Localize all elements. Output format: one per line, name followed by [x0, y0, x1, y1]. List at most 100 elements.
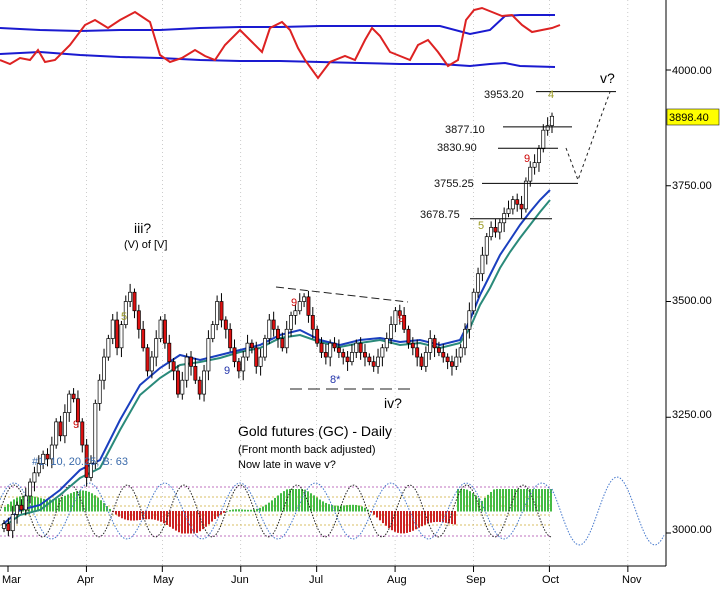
wave-label-iv: iv?	[384, 395, 402, 411]
candle-body	[158, 319, 163, 339]
cycle-hist-bar	[406, 511, 408, 533]
cycle-hist-bar	[517, 489, 519, 512]
cycle-hist-bar	[97, 497, 99, 512]
candle-body	[149, 356, 154, 372]
candle-body	[476, 273, 481, 293]
cycle-hist-bar	[235, 509, 237, 512]
y-tick-label-3250: 3250.00	[672, 409, 712, 421]
candle-body	[10, 514, 15, 532]
cycle-hist-bar	[361, 506, 363, 512]
cycle-hist-bar	[367, 509, 369, 512]
cycle-hist-bar	[259, 507, 261, 512]
count-5-september: 5	[478, 220, 484, 232]
cycle-hist-bar	[244, 509, 246, 512]
candle-body	[371, 361, 376, 367]
cycle-hist-bar	[175, 511, 177, 531]
cycle-hist-bar	[217, 511, 219, 517]
cycle-projection	[551, 476, 665, 546]
candle-body	[162, 319, 167, 344]
cycle-hist-bar	[52, 499, 54, 512]
cycle-hist-bar	[319, 499, 321, 512]
oscillator-lower-band	[0, 50, 556, 68]
cycle-hist-bar	[523, 489, 525, 512]
cycle-hist-bar	[385, 511, 387, 526]
candle-body	[410, 342, 415, 349]
cycle-hist-bar	[352, 504, 354, 512]
candle-body	[45, 453, 50, 460]
cycle-hist-bar	[292, 489, 294, 512]
y-tick-label-3750: 3750.00	[672, 180, 712, 192]
cycle-hist-bar	[538, 489, 540, 512]
candle-body	[245, 342, 250, 358]
candle-body	[323, 352, 328, 358]
level-label-3877: 3877.10	[445, 124, 485, 136]
cycle-hist-bar	[211, 511, 213, 522]
cycle-hist-bar	[475, 495, 477, 512]
candle-body	[236, 361, 241, 372]
cycle-parameters-label: #1: 10, 20.25, B: 63	[32, 456, 128, 468]
candle-body	[276, 328, 280, 339]
cycle-hist-bar	[94, 495, 96, 512]
date-axis-ticks	[7, 566, 629, 572]
cycle-hist-bar	[274, 497, 276, 512]
cycle-hist-bar	[370, 511, 372, 513]
chart-subtitle-2: Now late in wave v?	[238, 459, 336, 471]
cycle-hist-bar	[85, 490, 87, 512]
cycle-hist-bar	[58, 498, 60, 512]
cycle-hist-bar	[439, 511, 441, 522]
candle-body	[115, 319, 120, 349]
candle-body	[228, 328, 233, 349]
date-axis: Mar Apr May Jun Jul Aug Sep Oct Nov	[0, 565, 666, 586]
cycle-hist-bar	[121, 511, 123, 519]
candle-body	[458, 347, 463, 358]
cycle-hist-bar	[445, 511, 447, 523]
candle-body	[141, 328, 146, 349]
candle-body	[284, 328, 289, 349]
cycle-hist-bar	[460, 489, 462, 512]
cycle-hist-bar	[193, 511, 195, 534]
candle-body	[315, 328, 320, 344]
wave-label-iii: iii?	[134, 220, 151, 236]
price-axis: 4000.00 3750.00 3500.00 3250.00 3000.00	[665, 0, 712, 566]
cycle-hist-bar	[133, 511, 135, 521]
candle-body	[36, 463, 41, 474]
cycle-hist-bar	[382, 511, 384, 524]
candle-body	[336, 347, 341, 353]
candle-body	[84, 444, 89, 478]
cycle-hist-bar	[271, 500, 273, 512]
cycle-hist-bar	[223, 511, 225, 513]
projected-path-v	[565, 91, 611, 182]
candle-body	[463, 328, 467, 349]
x-label-jun: Jun	[231, 574, 249, 586]
cycle-hist-bar	[454, 511, 456, 525]
cycle-hist-bar	[547, 489, 549, 512]
moving-average-fast	[1, 189, 551, 526]
candle-body	[93, 403, 98, 464]
candle-body	[349, 352, 354, 363]
cycle-hist-bar	[295, 489, 297, 512]
candle-body	[206, 338, 211, 372]
candle-body	[363, 352, 367, 358]
cycle-hist-bar	[364, 507, 366, 512]
candle-body	[328, 342, 333, 358]
candle-body	[450, 361, 454, 367]
cycle-hist-bar	[118, 511, 120, 517]
cycle-hist-bar	[505, 489, 507, 512]
cycle-hist-bar	[358, 505, 360, 512]
level-label-3678: 3678.75	[420, 209, 460, 221]
candle-body	[223, 319, 228, 330]
chart-title: Gold futures (GC) - Daily	[238, 423, 392, 439]
candle-body	[241, 356, 246, 372]
candle-body	[302, 296, 307, 302]
count-4-top: 4	[548, 89, 554, 101]
y-tick-label-3000: 3000.00	[672, 524, 712, 536]
candle-body	[41, 453, 46, 464]
candle-body	[119, 324, 124, 349]
candle-body	[106, 338, 111, 358]
price-level-labels: 3953.20 3877.10 3830.90 3755.25 3678.75	[420, 89, 524, 221]
cycle-wave-long	[0, 482, 553, 540]
candle-body	[358, 342, 363, 353]
cycle-hist-bar	[427, 511, 429, 524]
x-label-aug: Aug	[387, 574, 407, 586]
candle-body	[428, 338, 433, 353]
